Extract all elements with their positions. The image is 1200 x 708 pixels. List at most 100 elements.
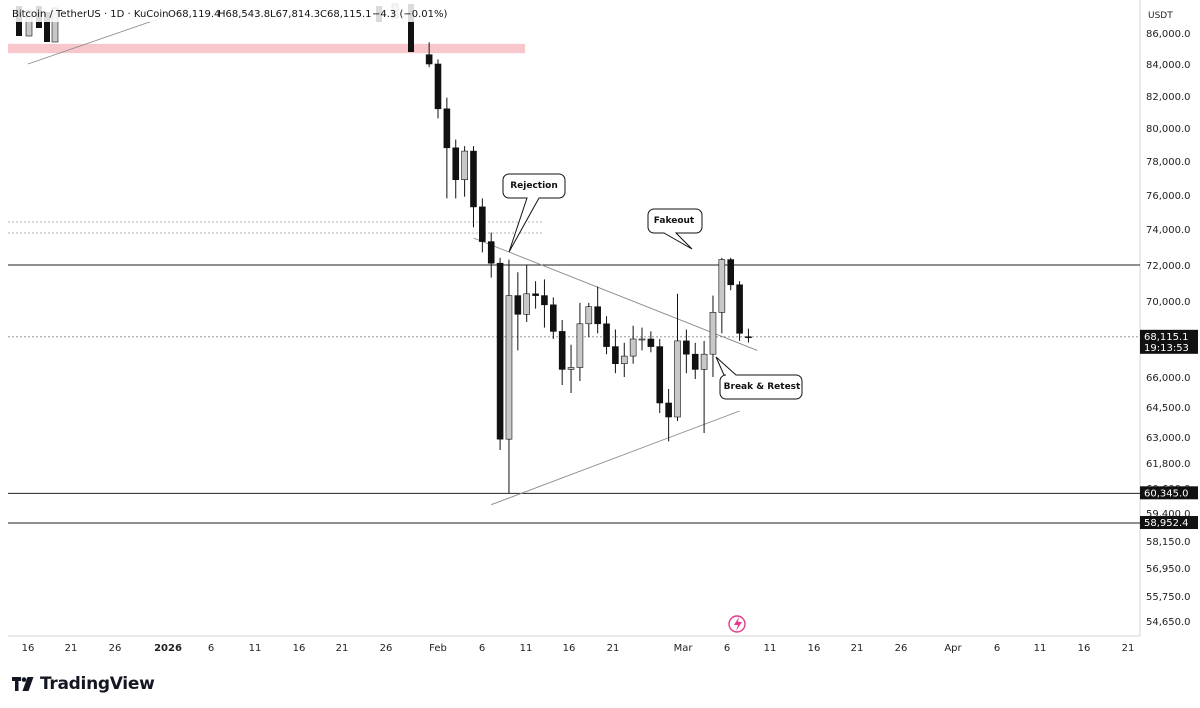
brand-name: TradingView xyxy=(40,674,155,694)
legend-background xyxy=(8,2,418,22)
candles xyxy=(425,42,752,494)
horizontal-levels xyxy=(8,264,1140,524)
callout-bubble xyxy=(647,208,703,250)
close-value: C68,115.1 xyxy=(320,9,372,20)
candle xyxy=(514,272,522,351)
time-tick-label: 16 xyxy=(808,643,821,654)
time-tick-label: 11 xyxy=(520,643,533,654)
candle-body xyxy=(656,346,664,404)
candle xyxy=(505,259,513,494)
time-tick-label: 21 xyxy=(65,643,78,654)
trendline[interactable] xyxy=(491,410,740,506)
time-tick-label: 6 xyxy=(479,643,485,654)
candle-body xyxy=(487,241,495,264)
callout-fakeout[interactable]: Fakeout xyxy=(647,208,703,250)
candle-body xyxy=(505,295,513,440)
candle xyxy=(603,316,610,355)
candle-body xyxy=(461,150,468,181)
candle xyxy=(558,320,566,385)
candle xyxy=(718,257,726,334)
candle xyxy=(665,389,672,442)
price-tag-box xyxy=(1140,329,1198,354)
open-value: O68,119.4 xyxy=(168,9,220,20)
candle-body xyxy=(603,323,610,347)
candle xyxy=(576,302,584,381)
time-tick-label: 16 xyxy=(1078,643,1091,654)
time-tick-label: 11 xyxy=(1034,643,1047,654)
price-tick-label: 74,000.0 xyxy=(1146,225,1191,236)
time-tick-label: 6 xyxy=(724,643,730,654)
time-tick-label: Apr xyxy=(944,643,962,654)
candle xyxy=(745,328,752,343)
candle xyxy=(629,325,637,364)
price-tick-label: 82,000.0 xyxy=(1146,92,1191,103)
callout-break-retest-text: Break & Retest xyxy=(724,382,801,392)
price-tag-label: 68,115.1 xyxy=(1144,332,1189,343)
candle-body xyxy=(425,54,433,65)
price-tick-label: 64,500.0 xyxy=(1146,403,1191,414)
callout-bubble xyxy=(502,173,566,253)
time-tick-label: 21 xyxy=(336,643,349,654)
candle-body xyxy=(576,323,584,368)
candle-body xyxy=(541,295,548,306)
tradingview-logo[interactable]: TradingView xyxy=(12,672,155,696)
candle xyxy=(434,59,442,119)
candle-body xyxy=(434,63,442,110)
price-tick-label: 61,800.0 xyxy=(1146,459,1191,470)
symbol-label[interactable]: Bitcoin / TetherUS · 1D · KuCoin xyxy=(12,9,169,20)
time-tick-label: 26 xyxy=(380,643,393,654)
candle-body xyxy=(558,331,566,370)
price-tick-label: 55,750.0 xyxy=(1146,592,1191,603)
callout-rejection[interactable]: Rejection xyxy=(502,173,566,253)
candle-body xyxy=(629,338,637,357)
time-tick-label: Feb xyxy=(429,643,447,654)
time-tick-label: 16 xyxy=(293,643,306,654)
price-axis-area[interactable] xyxy=(1140,0,1200,636)
callout-break-retest[interactable]: Break & Retest xyxy=(715,356,803,400)
currency-label: USDT xyxy=(1148,11,1173,21)
tradingview-logo-icon xyxy=(12,677,34,691)
candle xyxy=(691,342,699,379)
candle-body xyxy=(479,206,486,242)
price-tick-label: 58,150.0 xyxy=(1146,537,1191,548)
candle-body xyxy=(550,304,557,332)
candle xyxy=(541,279,548,328)
price-tick-label: 70,000.0 xyxy=(1146,297,1191,308)
callout-bubble xyxy=(715,356,803,400)
candle xyxy=(452,139,460,199)
candle xyxy=(700,340,708,433)
candle-body xyxy=(665,402,672,418)
time-tick-label: 21 xyxy=(1122,643,1135,654)
price-tick-label: 72,000.0 xyxy=(1146,261,1191,272)
time-ticks: 16 21 26 2026 6 11 16 21 26 Feb 6 11 16 21 Mar 6 11 16 21 2… xyxy=(22,643,1135,654)
time-tick-label: 26 xyxy=(109,643,122,654)
candle-body xyxy=(709,312,717,355)
callout-rejection-text: Rejection xyxy=(510,181,558,191)
time-tick-label: 16 xyxy=(22,643,35,654)
candle-body xyxy=(620,355,628,365)
price-tag-box xyxy=(1140,486,1198,500)
time-tick-label: 6 xyxy=(994,643,1000,654)
candle xyxy=(550,297,557,339)
candle-body xyxy=(496,262,504,440)
callout-fakeout-text: Fakeout xyxy=(654,216,695,226)
supply-zone xyxy=(8,43,525,54)
candle-body xyxy=(674,340,681,418)
candle xyxy=(470,146,477,228)
price-tag-label: 60,345.0 xyxy=(1144,488,1189,499)
high-value: H68,543.8 xyxy=(218,9,270,20)
candle-body xyxy=(736,284,743,334)
candle xyxy=(647,331,655,353)
candle xyxy=(656,339,664,413)
price-tick-label: 76,000.0 xyxy=(1146,191,1191,202)
price-tick-label: 63,000.0 xyxy=(1146,433,1191,444)
candle xyxy=(532,281,539,309)
candle-body xyxy=(594,306,601,325)
price-tick-label: 84,000.0 xyxy=(1146,60,1191,71)
candle xyxy=(567,344,575,393)
lightning-icon[interactable] xyxy=(728,615,746,633)
candle-body xyxy=(745,336,752,339)
price-tick-label: 86,000.0 xyxy=(1146,29,1191,40)
candle xyxy=(612,329,619,374)
